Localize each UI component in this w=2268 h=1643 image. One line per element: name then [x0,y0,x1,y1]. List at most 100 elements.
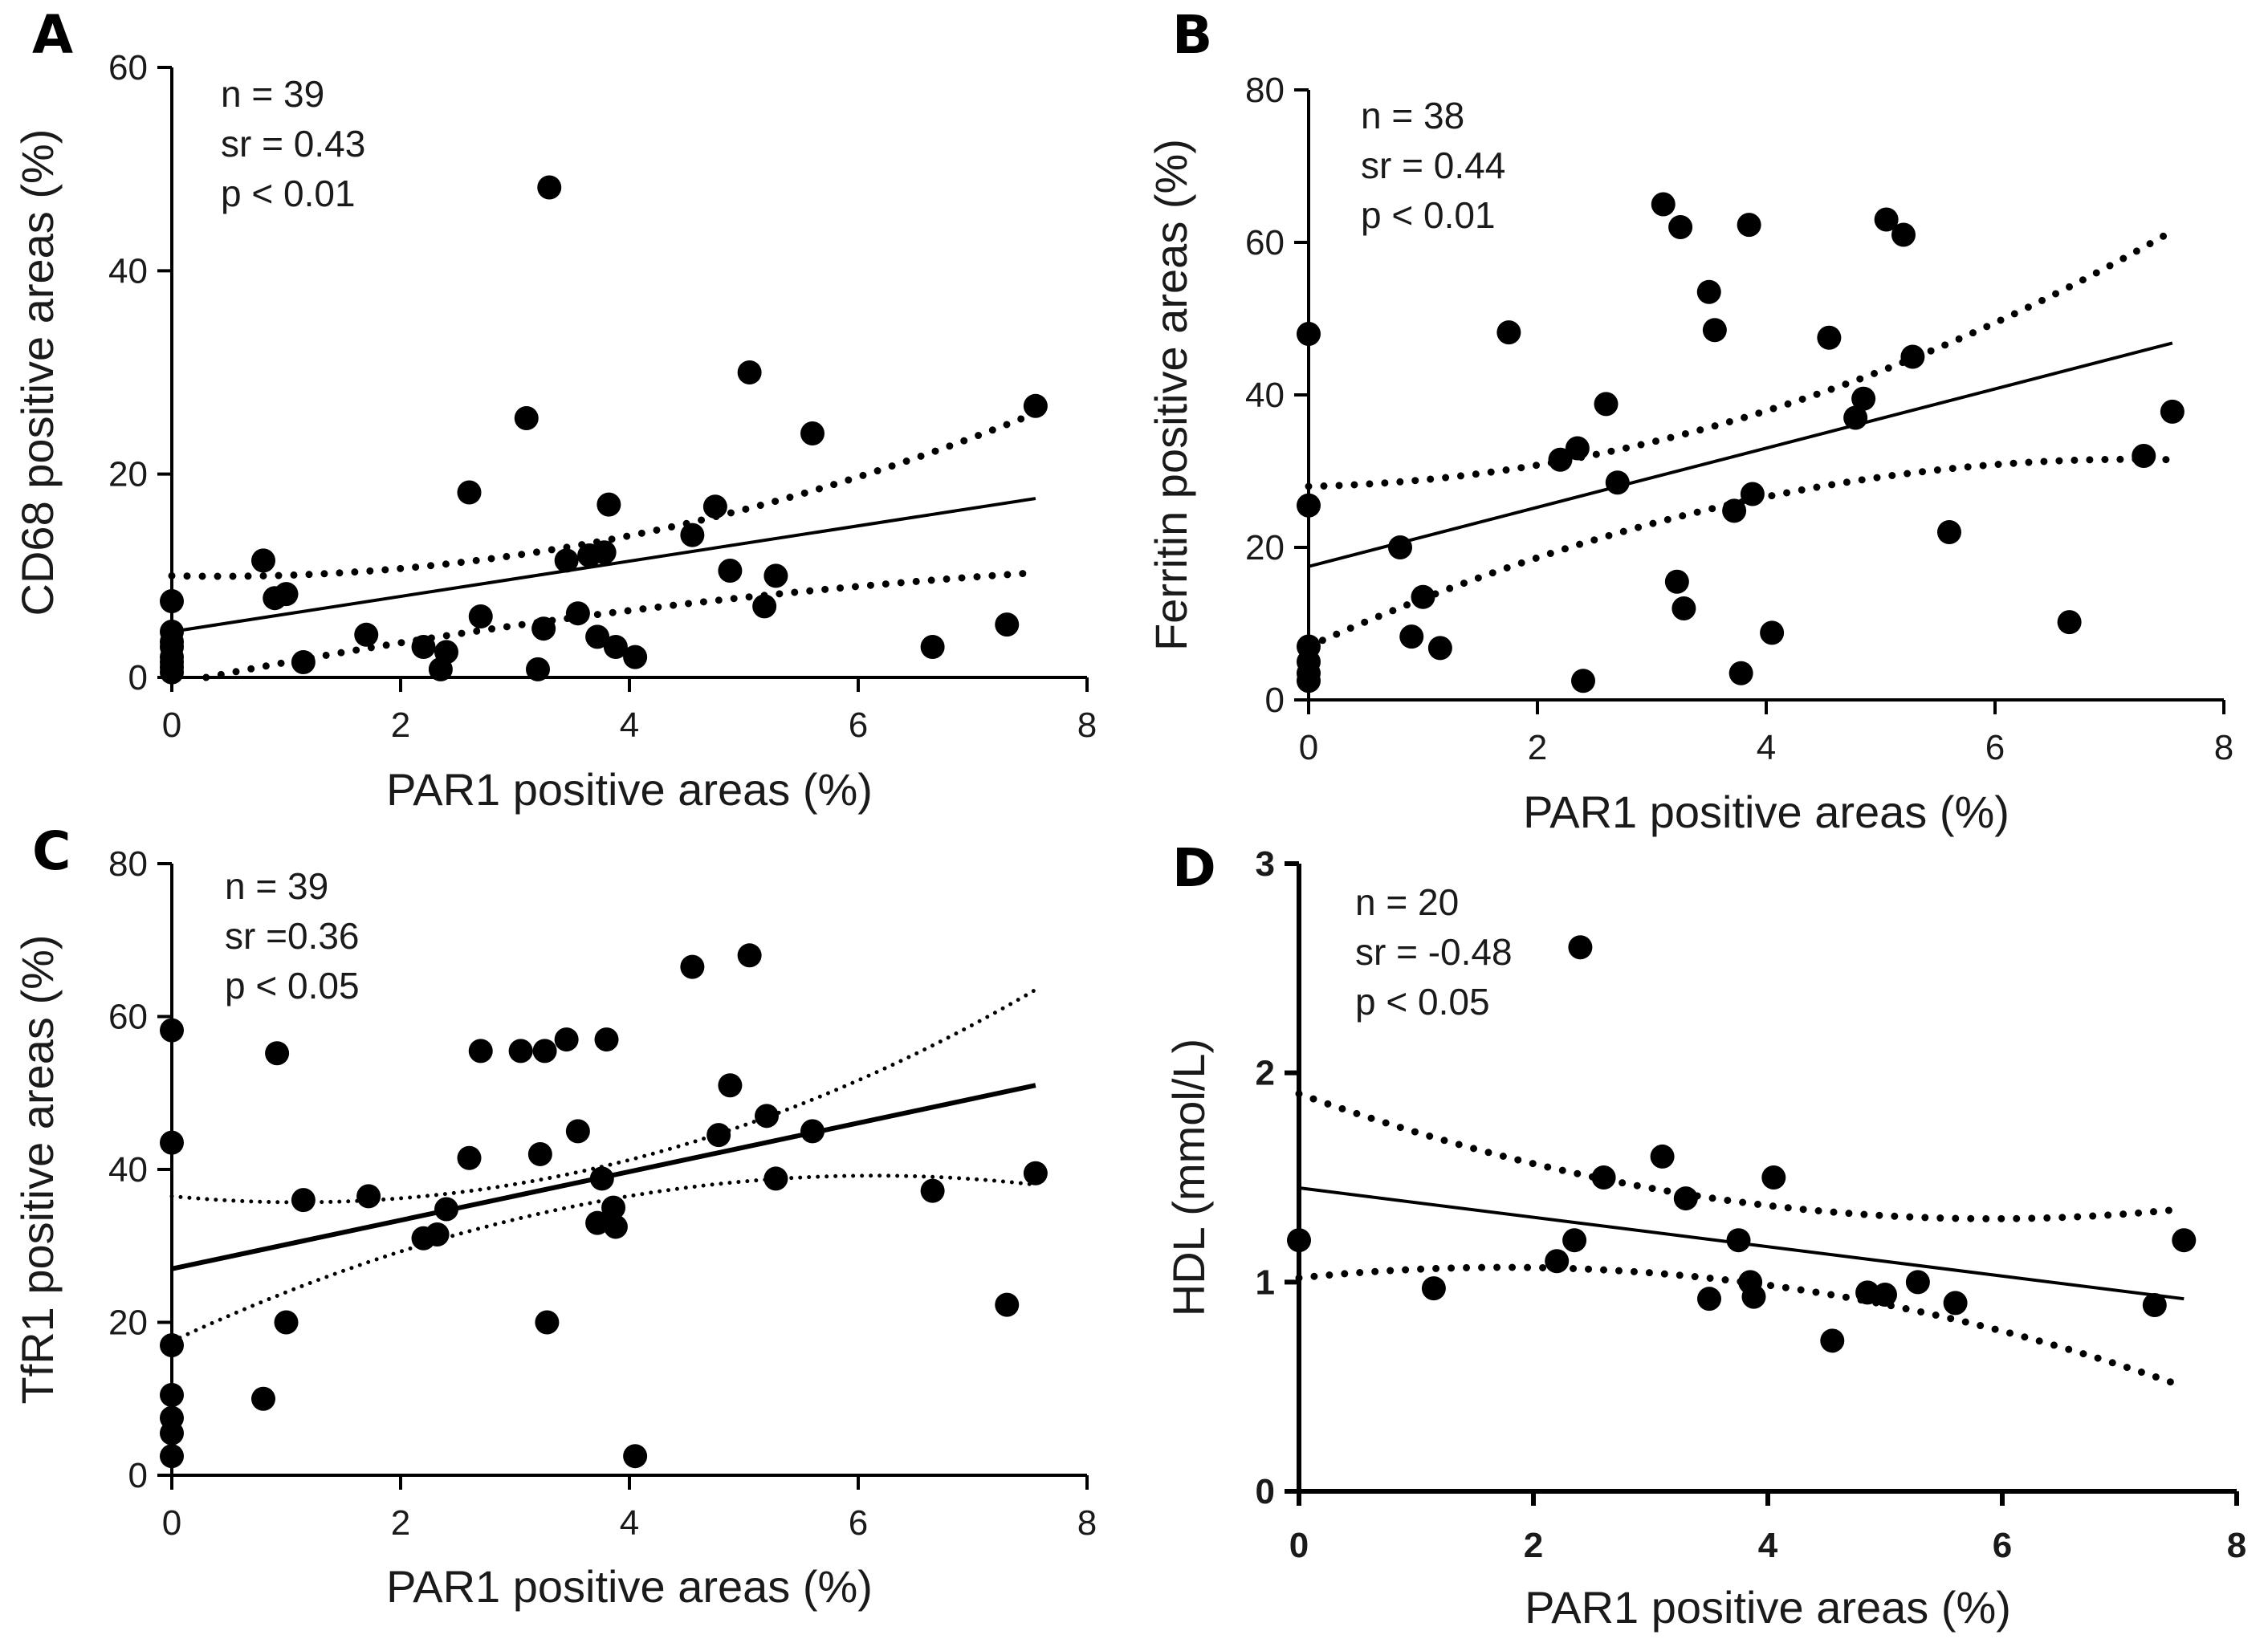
data-point [1297,669,1321,693]
data-point [1737,213,1761,238]
data-point [1851,386,1876,411]
data-point [1855,1280,1880,1305]
y-tick-label: 60 [108,998,148,1037]
data-point [554,548,579,573]
x-tick-label: 4 [1758,1526,1778,1565]
data-point [1668,215,1693,239]
y-axis-label: HDL (mmol/L) [1163,1039,1214,1316]
data-point [2160,399,2185,424]
stat-annotation: n = 38 [1361,95,1464,136]
data-point [1427,636,1452,661]
data-point [1741,1284,1766,1309]
data-point [763,563,788,588]
data-point [1591,1165,1616,1190]
data-point [2132,444,2156,468]
data-point [554,1027,579,1052]
data-point [160,1421,184,1446]
y-tick-label: 80 [108,844,148,884]
data-point [800,421,825,445]
data-point [1905,1270,1930,1295]
data-point [532,1039,557,1063]
data-point [356,1184,381,1209]
y-tick-label: 1 [1256,1263,1275,1302]
data-point [1726,1228,1751,1253]
data-point [160,589,184,613]
panel-a: A 0 2 4 6 8 0 20 40 60 PAR1 positive areas (%) CD68… [12,4,1097,815]
data-point [1937,520,1961,544]
data-point [1411,584,1435,609]
data-point [1571,669,1595,693]
data-point [737,943,762,968]
data-point [585,624,610,649]
data-point [565,1119,590,1144]
x-tick-label: 8 [1077,1503,1097,1543]
data-point [434,1197,458,1222]
y-axis-label: Ferritin positive areas (%) [1146,139,1196,651]
y-tick-label: 3 [1256,844,1275,884]
data-point [1817,325,1842,350]
data-point [1673,1186,1698,1211]
x-tick-label: 2 [391,1503,410,1543]
data-point [1761,1165,1786,1190]
data-point [755,1104,779,1129]
x-tick-label: 6 [849,706,868,745]
data-point [1728,661,1753,685]
data-point [1671,596,1696,620]
data-point [354,622,379,647]
ci-lower-curve [1295,1263,2188,1391]
y-tick-label: 80 [1245,71,1285,110]
y-tick-label: 20 [108,1303,148,1343]
data-point [251,1386,275,1411]
data-point [526,657,550,681]
data-point [160,1130,184,1155]
data-point [680,523,705,547]
data-point [468,1039,493,1063]
x-axis-label: PAR1 positive areas (%) [1523,787,2009,837]
x-tick-label: 2 [391,706,410,745]
data-point [1874,207,1899,232]
stat-annotation: p < 0.05 [1355,981,1490,1023]
data-point [594,1027,619,1052]
x-tick-label: 0 [1299,728,1318,767]
data-point [623,645,648,669]
ci-lower-curve [1305,455,2176,650]
data-point [1702,318,1727,343]
y-tick-label: 20 [108,455,148,494]
y-tick-label: 0 [1265,681,1285,720]
data-point [1722,498,1747,523]
data-point [1297,322,1321,346]
x-axis-label: PAR1 positive areas (%) [386,1561,873,1612]
data-point [531,616,556,641]
data-point [565,601,590,626]
y-tick-label: 0 [1256,1472,1275,1511]
panel-letter: D [1172,837,1216,899]
data-point [1697,1287,1721,1312]
data-point [457,1145,482,1170]
data-point [265,1041,290,1066]
panel-letter: C [32,820,71,882]
data-point [1399,624,1424,649]
data-point [1650,1144,1675,1169]
panel-letter: A [32,4,73,66]
y-tick-label: 40 [1245,376,1285,415]
data-point [1696,279,1721,304]
y-tick-label: 40 [108,1150,148,1190]
x-tick-label: 0 [162,1503,181,1543]
y-tick-label: 2 [1256,1054,1275,1093]
data-point [597,492,621,517]
data-point [1760,620,1785,645]
data-point [291,650,316,674]
y-tick-label: 60 [108,48,148,87]
x-axis-label: PAR1 positive areas (%) [386,764,873,815]
data-point [1651,192,1676,217]
stat-annotation: p < 0.01 [1361,194,1496,236]
x-tick-label: 6 [1993,1526,2012,1565]
x-tick-label: 6 [849,1503,868,1543]
y-axis-label: CD68 positive areas (%) [12,129,63,616]
data-point [1545,1249,1570,1274]
data-point [160,1382,184,1407]
data-point [1873,1282,1897,1307]
stat-annotation: n = 20 [1355,881,1459,923]
data-point [457,480,482,505]
